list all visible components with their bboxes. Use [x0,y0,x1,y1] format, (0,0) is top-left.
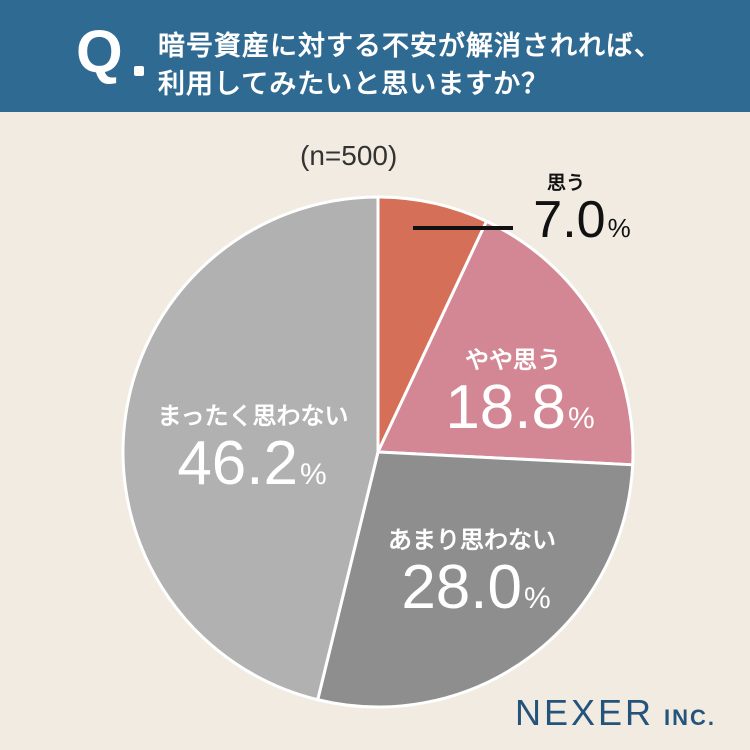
question-header: Q 暗号資産に対する不安が解消されれば、 利用してみたいと思いますか？ [0,0,750,112]
slice-value-1: 7.0% [533,191,631,249]
question-text-line-2: 利用してみたいと思いますか？ [158,69,550,100]
slice-label-4: まったく思わない [157,402,349,430]
pie-slice-4 [121,195,380,702]
slice-label-1: 思う [546,172,586,194]
question-text-line-1: 暗号資産に対する不安が解消されれば、 [158,31,662,62]
leader-line-slice-1 [413,226,513,230]
slice-value-4: 46.2% [177,429,327,498]
pie-slice-1 [376,195,489,454]
pie-slice-2 [376,219,635,467]
slice-label-2: やや思う [465,346,561,374]
brand-logo: NEXER INC. [515,692,717,733]
slice-label-3: あまり思わない [388,526,556,554]
sample-size: (n=500) [300,140,398,171]
question-mark-dot [134,66,144,76]
pie-slice-3 [316,450,635,709]
question-mark: Q [76,18,123,85]
slice-value-2: 18.8% [445,373,595,442]
slice-value-3: 28.0% [401,553,551,622]
